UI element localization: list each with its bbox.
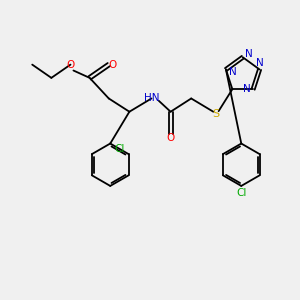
Text: Cl: Cl — [236, 188, 247, 198]
Text: N: N — [243, 84, 250, 94]
Text: N: N — [245, 49, 253, 59]
Text: O: O — [167, 133, 175, 143]
Text: Cl: Cl — [114, 144, 124, 154]
Text: HN: HN — [144, 94, 159, 103]
Text: O: O — [66, 60, 75, 70]
Text: O: O — [108, 60, 116, 70]
Text: N: N — [256, 58, 263, 68]
Text: N: N — [229, 67, 236, 77]
Text: S: S — [212, 109, 219, 119]
